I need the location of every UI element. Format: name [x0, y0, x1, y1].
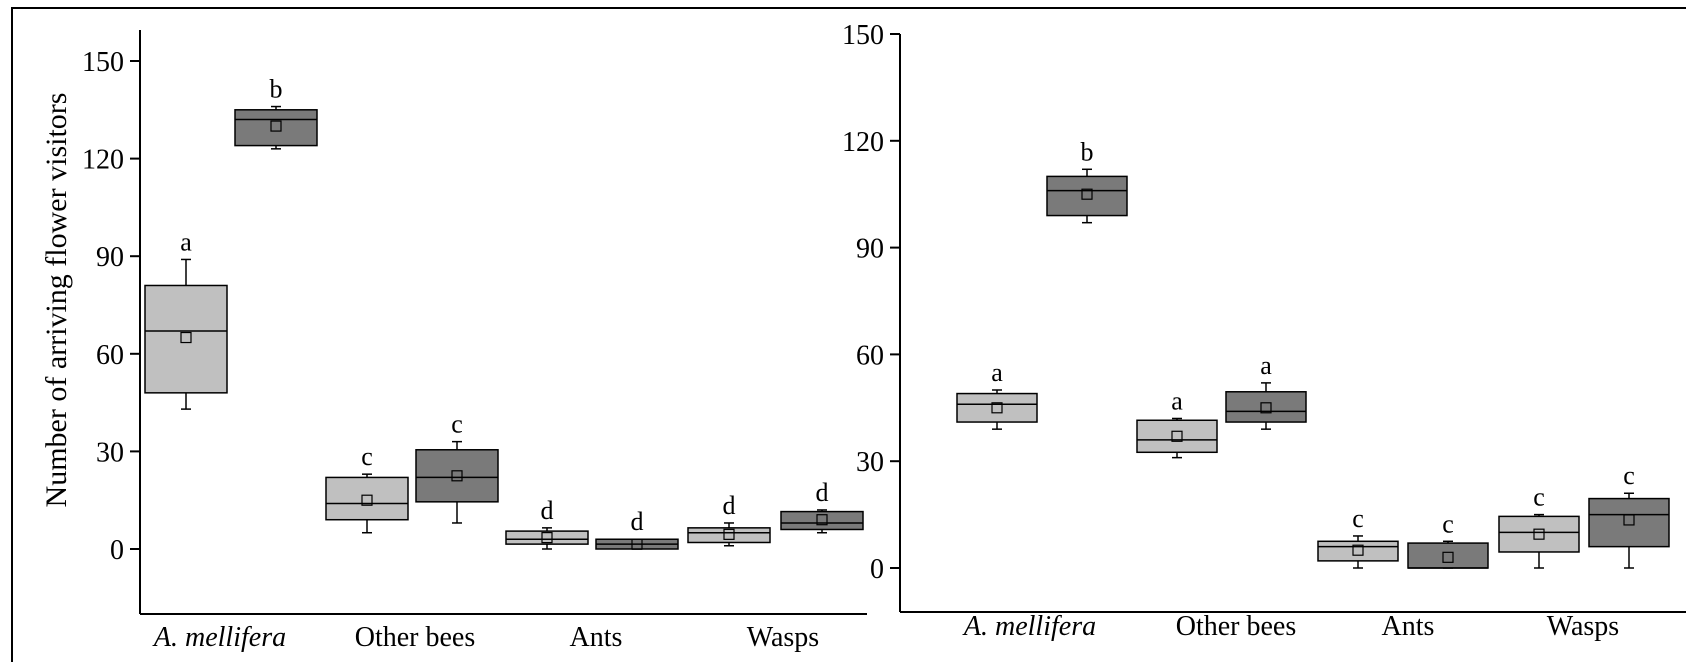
- mean-marker: [991, 402, 1003, 414]
- significance-letter: d: [541, 496, 554, 525]
- box-iqr: [1136, 419, 1218, 454]
- y-tick-label: 0: [870, 554, 884, 585]
- significance-letter: a: [180, 227, 192, 256]
- y-tick-label: 120: [842, 127, 884, 158]
- box-iqr: [505, 530, 589, 545]
- x-category-label: Ants: [1382, 611, 1435, 642]
- box-plot-dark: c: [415, 410, 499, 524]
- significance-letter: c: [1352, 504, 1364, 533]
- x-category-label: A. mellifera: [962, 611, 1096, 642]
- mean-marker: [1623, 514, 1635, 526]
- y-tick-label: 150: [82, 47, 124, 78]
- mean-marker: [1533, 528, 1545, 540]
- mean-marker: [723, 528, 735, 540]
- mean-marker: [361, 494, 373, 506]
- box-iqr: [234, 109, 318, 147]
- mean-marker: [631, 538, 643, 550]
- box-iqr: [687, 527, 771, 544]
- box-iqr: [144, 284, 228, 394]
- mean-marker: [816, 514, 828, 526]
- y-tick-label: 150: [842, 20, 884, 51]
- y-tick-label: 30: [856, 447, 884, 478]
- significance-letter: c: [451, 410, 463, 439]
- y-tick-label: 120: [82, 145, 124, 176]
- box-plot-light: a: [144, 227, 228, 410]
- x-category-label: Wasps: [1547, 611, 1619, 642]
- significance-letter: a: [991, 358, 1003, 387]
- box-plot-dark: c: [1407, 509, 1489, 569]
- mean-marker: [541, 532, 553, 544]
- box-plot-light: c: [1317, 504, 1399, 569]
- box-iqr: [415, 449, 499, 503]
- significance-letter: d: [816, 478, 829, 507]
- box-iqr: [1407, 542, 1489, 569]
- significance-letter: b: [270, 75, 283, 104]
- box-iqr: [956, 392, 1038, 423]
- box-plot-light: c: [325, 442, 409, 534]
- figure-frame-edge: [11, 7, 1686, 662]
- y-tick-label: 90: [96, 242, 124, 273]
- y-axis-title: Number of arriving flower visitors: [40, 93, 73, 508]
- significance-letter: c: [361, 442, 373, 471]
- x-category-label: Other bees: [355, 622, 476, 653]
- x-category-label: Wasps: [747, 622, 819, 653]
- significance-letter: c: [1442, 509, 1454, 538]
- box-plot-dark: d: [780, 478, 864, 534]
- significance-letter: c: [1533, 483, 1545, 512]
- y-tick-label: 30: [96, 437, 124, 468]
- mean-marker: [1442, 551, 1454, 563]
- mean-marker: [270, 120, 282, 132]
- x-category-label: Ants: [570, 622, 623, 653]
- box-iqr: [1225, 391, 1307, 423]
- significance-letter: a: [1171, 386, 1183, 415]
- significance-letter: d: [723, 491, 736, 520]
- mean-marker: [1171, 430, 1183, 442]
- box-iqr: [1317, 540, 1399, 562]
- y-tick-label: 60: [856, 340, 884, 371]
- box-plot-dark: b: [234, 75, 318, 150]
- mean-marker: [1352, 544, 1364, 556]
- y-tick-label: 90: [856, 234, 884, 265]
- box-iqr: [780, 510, 864, 531]
- box-iqr: [325, 476, 409, 521]
- significance-letter: a: [1260, 351, 1272, 380]
- box-plot-dark: a: [1225, 351, 1307, 430]
- chart-panel-right: 0 30 60 90 120 150 A. mellifera Other bees Ants W…: [842, 20, 1686, 642]
- chart-panel-left: 0 30 60 90 120 150 Number of arriving flower v…: [40, 30, 867, 653]
- box-plot-dark: d: [595, 507, 679, 550]
- y-tick-label: 0: [110, 535, 124, 566]
- x-category-label: A. mellifera: [152, 622, 286, 653]
- mean-marker: [1081, 188, 1093, 200]
- box-plot-dark: c: [1588, 461, 1670, 569]
- box-plot-light: a: [956, 358, 1038, 430]
- significance-letter: d: [631, 507, 644, 536]
- x-category-label: Other bees: [1176, 611, 1297, 642]
- box-plot-light: d: [687, 491, 771, 547]
- mean-marker: [1260, 402, 1272, 414]
- box-plot-light: a: [1136, 386, 1218, 459]
- significance-letter: c: [1623, 461, 1635, 490]
- box-iqr: [1046, 175, 1128, 217]
- mean-marker: [180, 331, 192, 344]
- box-iqr: [1588, 497, 1670, 548]
- y-tick-label: 60: [96, 340, 124, 371]
- box-plot-dark: b: [1046, 137, 1128, 224]
- box-plot-light: d: [505, 496, 589, 550]
- mean-marker: [451, 470, 463, 482]
- significance-letter: b: [1081, 137, 1094, 166]
- box-iqr: [1498, 515, 1580, 553]
- box-plot-light: c: [1498, 483, 1580, 569]
